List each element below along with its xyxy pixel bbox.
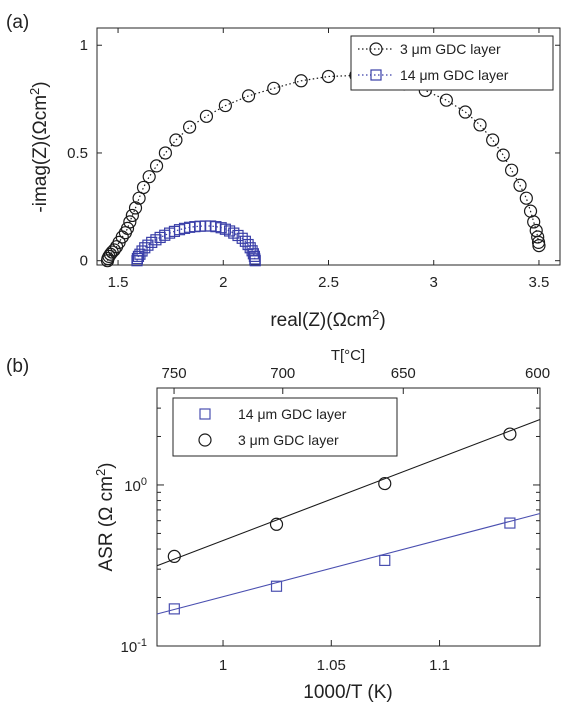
y-axis-label-b: ASR (Ω cm2) (93, 462, 118, 571)
top-axis-label-b: T[°C] (331, 347, 365, 364)
y-tick-label-b: 10-1 (121, 637, 147, 656)
data-point-a-0 (513, 178, 527, 192)
data-point-a-1 (219, 223, 231, 235)
top-tick-label-b: 750 (162, 365, 187, 382)
data-point-a-1 (244, 242, 256, 254)
x-tick-label-b: 1 (219, 657, 227, 674)
panel-label-b: (b) (6, 356, 29, 377)
y-tick-label-b: 100 (124, 476, 147, 495)
data-point-a-0 (532, 239, 546, 253)
data-point-b-0 (168, 603, 180, 615)
data-point-a-0 (128, 201, 143, 215)
data-point-a-0 (531, 230, 545, 244)
data-point-a-0 (136, 180, 151, 195)
legend-b: 14 μm GDC layer 3 μm GDC layer (172, 397, 398, 457)
x-tick-label-a: 3.5 (529, 274, 550, 291)
legend-marker-a (370, 69, 382, 81)
legend-marker-a (369, 42, 383, 56)
x-tick-label-b: 1.05 (317, 657, 346, 674)
data-point-a-1 (215, 222, 227, 234)
y-tick-label-a: 0.5 (67, 145, 88, 162)
y-tick-label-a: 1 (80, 37, 88, 54)
x-tick-label-a: 1.5 (108, 274, 129, 291)
legend-label-a: 14 μm GDC layer (400, 67, 509, 83)
panel-label-a: (a) (6, 12, 29, 33)
series-line-a-0 (106, 74, 540, 261)
y-tick-label-a: 0 (80, 253, 88, 270)
data-point-a-0 (149, 159, 164, 173)
top-tick-label-b: 600 (525, 365, 550, 382)
data-point-a-0 (519, 191, 533, 205)
data-point-a-1 (236, 232, 248, 244)
data-point-a-0 (241, 89, 256, 103)
legend-marker-b (199, 408, 211, 420)
legend-label-b: 14 μm GDC layer (238, 406, 347, 422)
x-tick-label-b: 1.1 (429, 657, 450, 674)
data-point-b-1 (503, 427, 517, 441)
data-point-b-1 (269, 517, 284, 531)
fit-line-b-1 (156, 418, 541, 567)
data-point-a-0 (199, 109, 214, 123)
data-point-a-0 (125, 208, 139, 223)
data-point-b-1 (378, 476, 392, 491)
x-tick-label-a: 2 (219, 274, 227, 291)
legend-box-a (350, 35, 554, 91)
data-point-a-0 (294, 74, 308, 88)
data-point-a-0 (504, 163, 519, 177)
data-point-a-0 (439, 93, 453, 107)
data-point-a-0 (321, 69, 336, 84)
legend-marker-b (198, 433, 212, 447)
data-point-a-0 (527, 215, 541, 229)
legend-a: 3 μm GDC layer 14 μm GDC layer (350, 35, 554, 91)
legend-label-a: 3 μm GDC layer (400, 41, 501, 57)
data-point-a-0 (458, 105, 472, 119)
top-tick-label-b: 700 (270, 365, 295, 382)
data-point-a-0 (107, 243, 121, 257)
data-point-a-0 (496, 148, 510, 162)
x-tick-label-a: 3 (430, 274, 438, 291)
data-point-b-0 (379, 554, 391, 567)
data-point-a-1 (232, 229, 244, 242)
data-point-b-0 (270, 580, 283, 592)
x-axis-label-a: real(Z)(Ωcm2) (270, 307, 385, 332)
x-axis-label-b: 1000/T (K) (303, 682, 392, 703)
data-point-a-0 (486, 133, 500, 147)
data-point-b-0 (504, 517, 516, 529)
data-point-a-0 (158, 146, 172, 160)
x-tick-label-a: 2.5 (318, 274, 339, 291)
chart-b: (b) 1 1.05 1.1 750 700 650 600 100 10-1 T[°C] 10… (6, 347, 550, 703)
data-point-a-0 (123, 215, 137, 229)
fit-line-b-0 (156, 512, 541, 615)
data-point-a-0 (267, 81, 281, 95)
data-point-a-0 (120, 221, 135, 235)
plot-frame-b (156, 387, 541, 647)
data-point-a-0 (169, 133, 183, 147)
data-point-a-0 (183, 120, 197, 134)
data-point-a-0 (142, 170, 156, 184)
data-point-a-0 (473, 118, 487, 132)
top-tick-label-b: 650 (391, 365, 416, 382)
chart-a: (a) 1.5 2 2.5 3 3.5 0 0.5 1 real(Z)(Ωcm2) -imag… (6, 12, 561, 332)
legend-box-b (172, 397, 398, 457)
data-point-a-1 (249, 255, 261, 267)
legend-label-b: 3 μm GDC layer (238, 432, 339, 448)
data-point-b-1 (167, 549, 181, 564)
y-axis-label-a: -imag(Z)(Ωcm2) (27, 81, 52, 212)
data-point-a-1 (136, 245, 148, 257)
data-point-a-0 (218, 98, 232, 113)
